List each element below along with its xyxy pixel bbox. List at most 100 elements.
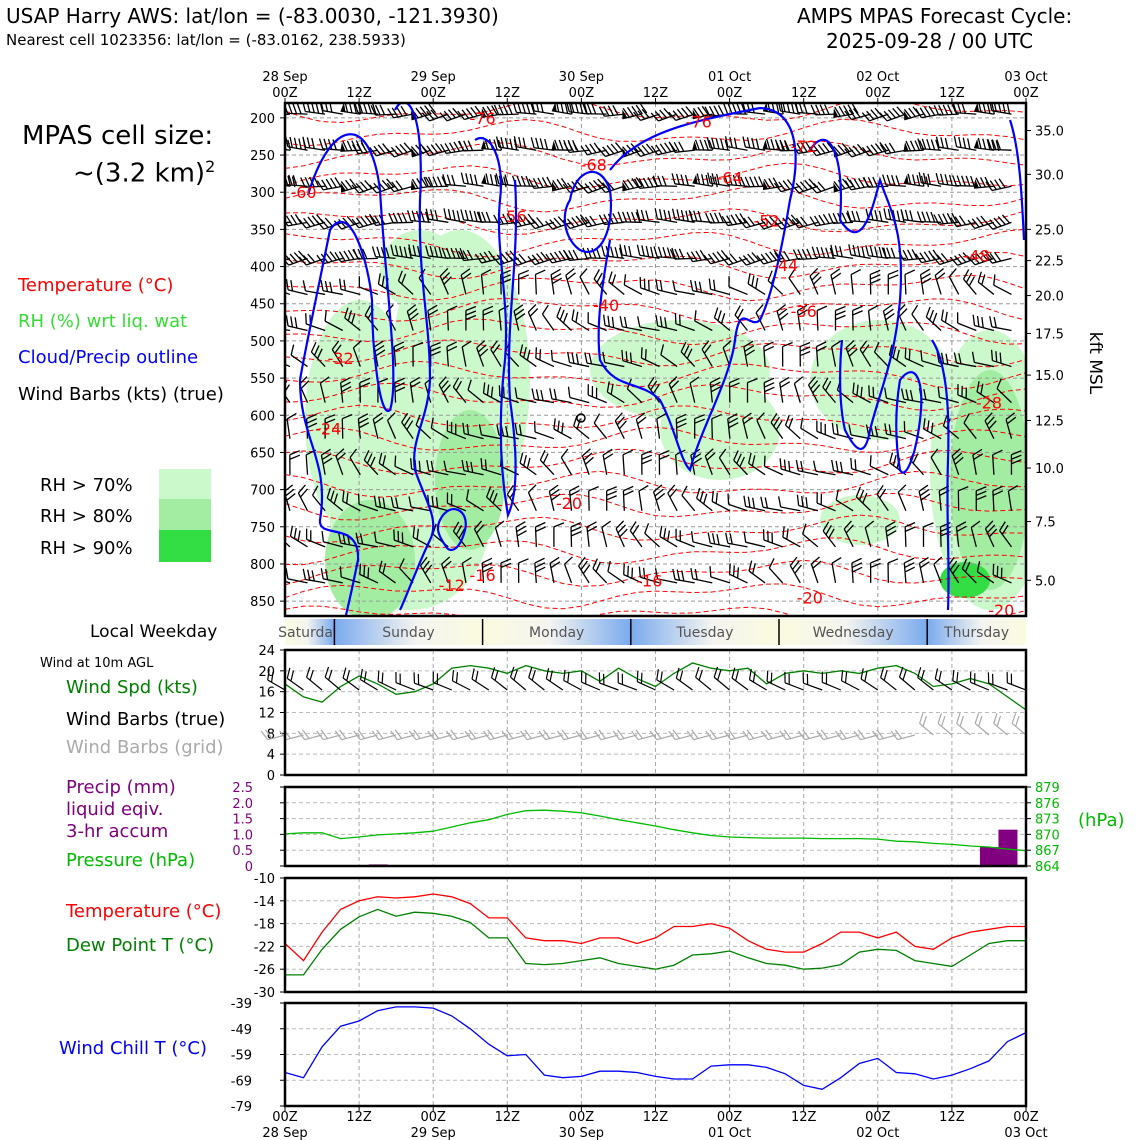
wind-barb [636,244,660,260]
wind-barb [692,173,718,188]
barb-tick [627,565,629,577]
wind-barb-true [528,667,545,691]
wind-barb [285,214,308,227]
barb-shaft [822,386,837,404]
weekday-name: Sunday [382,625,434,641]
wind-barb [608,271,625,295]
temperature-contour-label: -32 [328,349,354,368]
barb-tick [1011,454,1022,460]
wind-barb [285,532,291,548]
y-tick-label: 1.5 [232,813,253,828]
barb-tick [878,246,883,258]
barb-tick [803,103,808,114]
barb-shaft [285,257,291,265]
wind-barb [690,531,713,548]
wind-barb [903,106,924,121]
profile-top-hour-label: 00Z [569,86,595,101]
barb-shaft [461,563,467,584]
barb-tick [557,730,565,741]
barb-tick [897,484,907,493]
barb-tick [286,493,296,501]
wind-barb [636,209,660,223]
barb-tick [733,450,739,461]
barb-tick [940,526,951,532]
barb-tick [760,496,764,508]
wind-barb [527,217,555,230]
wind-barb [440,140,467,155]
barb-tick [589,143,597,154]
barb-tick [957,384,959,395]
barb-shaft [763,382,766,403]
barb-tick [430,144,439,154]
barb-shaft [938,113,959,116]
barb-shaft [267,734,286,741]
barb-tick [779,376,790,384]
barb-tick [641,450,653,456]
barb-tick [865,245,870,256]
wind-barb-true [731,667,749,691]
barb-tick [619,528,628,538]
barb-tick [659,454,670,460]
barb-tick [962,269,970,280]
barb-shaft [428,504,449,512]
wind-barb [990,349,1012,368]
barb-tick [742,255,751,265]
barb-shaft [878,734,897,741]
barb-shaft [399,567,414,584]
barb-tick [406,420,414,431]
barb-tick [922,715,927,727]
barb-tick [660,344,665,356]
wind-barb [807,376,821,403]
wind-barb-true [656,669,675,691]
wind-barb [359,377,371,403]
wind-barb [493,104,519,116]
barb-tick [813,182,822,192]
barb-shaft [491,677,508,691]
barb-tick [550,349,554,361]
wind-barb [285,326,291,332]
barb-tick [699,139,705,151]
wind-barb [747,273,766,295]
barb-shaft [519,354,537,368]
barb-tick [935,139,940,151]
wind-barb [718,448,731,476]
wind-barb [972,448,984,475]
barb-flag [481,174,487,184]
barb-tick [870,562,881,569]
barb-shaft [734,314,749,331]
barb-shaft [305,110,326,115]
wind-barb-grid [482,729,508,741]
barb-tick [591,385,594,397]
wind-barb-grid [371,729,397,741]
barb-tick [561,729,569,739]
barb-shaft [798,504,819,512]
barb-tick [349,448,358,459]
barb-shaft [640,576,660,584]
barb-tick [751,252,760,262]
barb-tick [904,566,915,573]
barb-tick [788,417,794,429]
wind-barb [935,173,959,187]
barb-tick [549,219,558,229]
barb-tick [435,497,439,509]
barb-shaft [860,678,879,691]
barb-tick [278,139,283,149]
temperature-contour-line [285,514,1026,544]
barb-shaft [605,149,625,158]
barb-shaft [755,312,766,331]
barb-tick [637,110,646,120]
barb-tick [773,220,782,230]
barb-tick [952,175,957,186]
kft-tick-label: 15.0 [1035,369,1064,384]
barb-tick [334,344,342,354]
barb-tick [650,380,658,391]
calm-wind-marker [576,413,586,423]
wind-barb [692,139,714,151]
barb-tick [592,180,602,189]
barb-tick [725,255,734,264]
barb-tick [513,669,518,681]
barb-tick [320,568,324,579]
barb-tick [406,304,417,312]
barb-shaft [656,734,675,741]
